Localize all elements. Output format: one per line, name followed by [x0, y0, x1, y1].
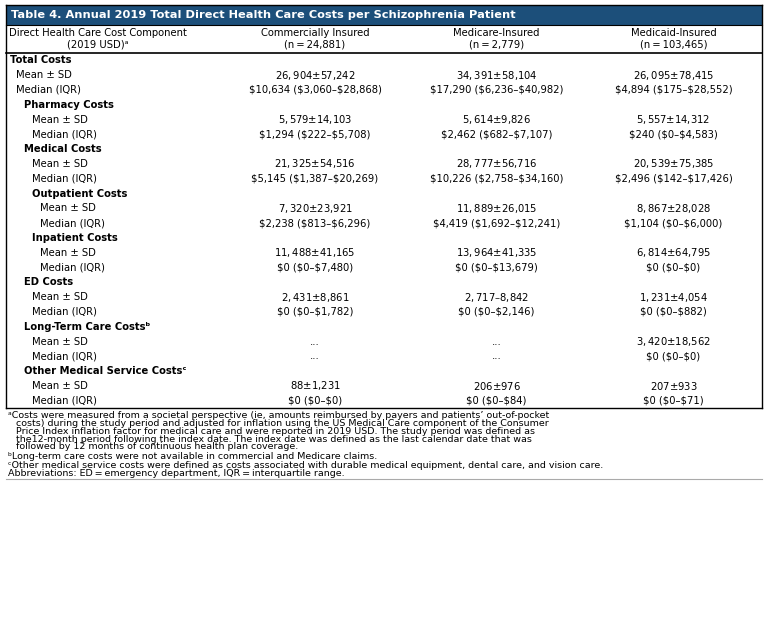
Text: $2,496 ($142–$17,426): $2,496 ($142–$17,426): [614, 174, 733, 184]
Text: $6,814 ± $64,795: $6,814 ± $64,795: [636, 246, 711, 259]
Text: Mean ± SD: Mean ± SD: [32, 292, 88, 302]
Text: $26,095 ± $78,415: $26,095 ± $78,415: [633, 69, 714, 82]
Text: $28,777 ± $56,716: $28,777 ± $56,716: [455, 158, 538, 170]
Text: $7,320 ± $23,921: $7,320 ± $23,921: [277, 202, 353, 215]
Text: $1,231 ± $4,054: $1,231 ± $4,054: [639, 291, 708, 303]
Text: $4,419 ($1,692–$12,241): $4,419 ($1,692–$12,241): [433, 218, 560, 228]
Text: $26,904 ± $57,242: $26,904 ± $57,242: [275, 69, 356, 82]
Text: Outpatient Costs: Outpatient Costs: [32, 188, 127, 199]
Text: the12-month period following the index date. The index date was defined as the l: the12-month period following the index d…: [16, 435, 532, 444]
Text: costs) during the study period and adjusted for inflation using the US Medical C: costs) during the study period and adjus…: [16, 419, 549, 428]
Text: $4,894 ($175–$28,552): $4,894 ($175–$28,552): [614, 85, 733, 95]
Text: $0 ($0–$71): $0 ($0–$71): [643, 396, 703, 406]
Text: Other Medical Service Costsᶜ: Other Medical Service Costsᶜ: [24, 367, 187, 376]
Text: ᵇLong-term care costs were not available in commercial and Medicare claims.: ᵇLong-term care costs were not available…: [8, 451, 377, 460]
Text: $5,557 ± $14,312: $5,557 ± $14,312: [637, 113, 710, 126]
Text: Median (IQR): Median (IQR): [32, 352, 97, 361]
Text: Mean ± SD: Mean ± SD: [32, 159, 88, 169]
Text: $0 ($0–$0): $0 ($0–$0): [288, 396, 342, 406]
Text: $21,325 ± $54,516: $21,325 ± $54,516: [274, 158, 356, 170]
Text: $5,579 ± $14,103: $5,579 ± $14,103: [278, 113, 353, 126]
Text: Median (IQR): Median (IQR): [32, 129, 97, 140]
Text: $0 ($0–$7,480): $0 ($0–$7,480): [277, 262, 353, 273]
Text: Median (IQR): Median (IQR): [32, 307, 97, 317]
Text: $2,431 ± $8,861: $2,431 ± $8,861: [280, 291, 349, 303]
Text: $10,226 ($2,758–$34,160): $10,226 ($2,758–$34,160): [430, 174, 563, 184]
Text: Median (IQR): Median (IQR): [32, 174, 97, 184]
Text: Direct Health Care Cost Component
(2019 USD)ᵃ: Direct Health Care Cost Component (2019 …: [9, 28, 187, 50]
Text: Table 4. Annual 2019 Total Direct Health Care Costs per Schizophrenia Patient: Table 4. Annual 2019 Total Direct Health…: [11, 10, 515, 20]
Text: $2,717–$8,842: $2,717–$8,842: [464, 291, 529, 303]
Text: Median (IQR): Median (IQR): [40, 218, 105, 228]
Text: Medicaid-Insured
(n = 103,465): Medicaid-Insured (n = 103,465): [631, 28, 717, 50]
Text: $20,539 ± $75,385: $20,539 ± $75,385: [633, 158, 714, 170]
Text: ...: ...: [310, 352, 320, 361]
Text: Abbreviations: ED = emergency department, IQR = interquartile range.: Abbreviations: ED = emergency department…: [8, 469, 345, 478]
Text: ED Costs: ED Costs: [24, 277, 73, 287]
Text: $2,238 ($813–$6,296): $2,238 ($813–$6,296): [260, 218, 371, 228]
Text: $0 ($0–$882): $0 ($0–$882): [640, 307, 707, 317]
Text: Mean ± SD: Mean ± SD: [32, 114, 88, 125]
Text: Mean ± SD: Mean ± SD: [16, 70, 72, 80]
Text: ᶜOther medical service costs were defined as costs associated with durable medic: ᶜOther medical service costs were define…: [8, 461, 603, 470]
Text: Medical Costs: Medical Costs: [24, 144, 101, 154]
Text: $5,614 ± $9,826: $5,614 ± $9,826: [462, 113, 531, 126]
Text: $2,462 ($682–$7,107): $2,462 ($682–$7,107): [441, 129, 552, 140]
Text: $207 ± $933: $207 ± $933: [650, 380, 697, 392]
Text: Mean ± SD: Mean ± SD: [32, 336, 88, 347]
Text: $0 ($0–$0): $0 ($0–$0): [647, 262, 700, 273]
Text: $1,294 ($222–$5,708): $1,294 ($222–$5,708): [260, 129, 371, 140]
Text: $88 ± $1,231: $88 ± $1,231: [290, 379, 340, 392]
Text: Long-Term Care Costsᵇ: Long-Term Care Costsᵇ: [24, 322, 151, 332]
Text: $13,964 ± $41,335: $13,964 ± $41,335: [455, 246, 538, 259]
Text: ...: ...: [492, 352, 502, 361]
Text: $5,145 ($1,387–$20,269): $5,145 ($1,387–$20,269): [251, 174, 379, 184]
Text: $34,391 ± $58,104: $34,391 ± $58,104: [455, 69, 538, 82]
Text: $240 ($0–$4,583): $240 ($0–$4,583): [629, 129, 718, 140]
Text: $11,488 ± $41,165: $11,488 ± $41,165: [274, 246, 356, 259]
Text: $0 ($0–$84): $0 ($0–$84): [466, 396, 527, 406]
Text: ...: ...: [310, 336, 320, 347]
Text: $0 ($0–$2,146): $0 ($0–$2,146): [458, 307, 535, 317]
Text: Pharmacy Costs: Pharmacy Costs: [24, 100, 114, 110]
Text: ᵃCosts were measured from a societal perspective (ie, amounts reimbursed by paye: ᵃCosts were measured from a societal per…: [8, 412, 549, 420]
Text: Medicare-Insured
(n = 2,779): Medicare-Insured (n = 2,779): [453, 28, 540, 50]
Text: $0 ($0–$13,679): $0 ($0–$13,679): [455, 262, 538, 273]
Text: $17,290 ($6,236–$40,982): $17,290 ($6,236–$40,982): [430, 85, 563, 95]
Text: $11,889 ± $26,015: $11,889 ± $26,015: [455, 202, 538, 215]
Text: Total Costs: Total Costs: [10, 55, 71, 66]
Text: Mean ± SD: Mean ± SD: [32, 381, 88, 391]
Text: Commercially Insured
(n = 24,881): Commercially Insured (n = 24,881): [260, 28, 369, 50]
Text: Median (IQR): Median (IQR): [32, 396, 97, 406]
Text: $206 ± $976: $206 ± $976: [472, 380, 521, 392]
Text: Median (IQR): Median (IQR): [16, 85, 81, 95]
Text: Median (IQR): Median (IQR): [40, 262, 105, 273]
Text: $1,104 ($0–$6,000): $1,104 ($0–$6,000): [624, 218, 723, 228]
Text: $10,634 ($3,060–$28,868): $10,634 ($3,060–$28,868): [249, 85, 382, 95]
Text: $3,420 ± $18,562: $3,420 ± $18,562: [636, 335, 711, 348]
Text: ...: ...: [492, 336, 502, 347]
Text: Inpatient Costs: Inpatient Costs: [32, 233, 118, 243]
Bar: [6, 5, 762, 25]
Text: Mean ± SD: Mean ± SD: [40, 203, 96, 213]
Text: $0 ($0–$1,782): $0 ($0–$1,782): [276, 307, 353, 317]
Text: $0 ($0–$0): $0 ($0–$0): [647, 352, 700, 361]
Text: Mean ± SD: Mean ± SD: [40, 248, 96, 258]
Text: $8,867 ± $28,028: $8,867 ± $28,028: [636, 202, 711, 215]
Text: followed by 12 months of continuous health plan coverage.: followed by 12 months of continuous heal…: [16, 442, 298, 451]
Text: Price Index inflation factor for medical care and were reported in 2019 USD. The: Price Index inflation factor for medical…: [16, 427, 535, 436]
